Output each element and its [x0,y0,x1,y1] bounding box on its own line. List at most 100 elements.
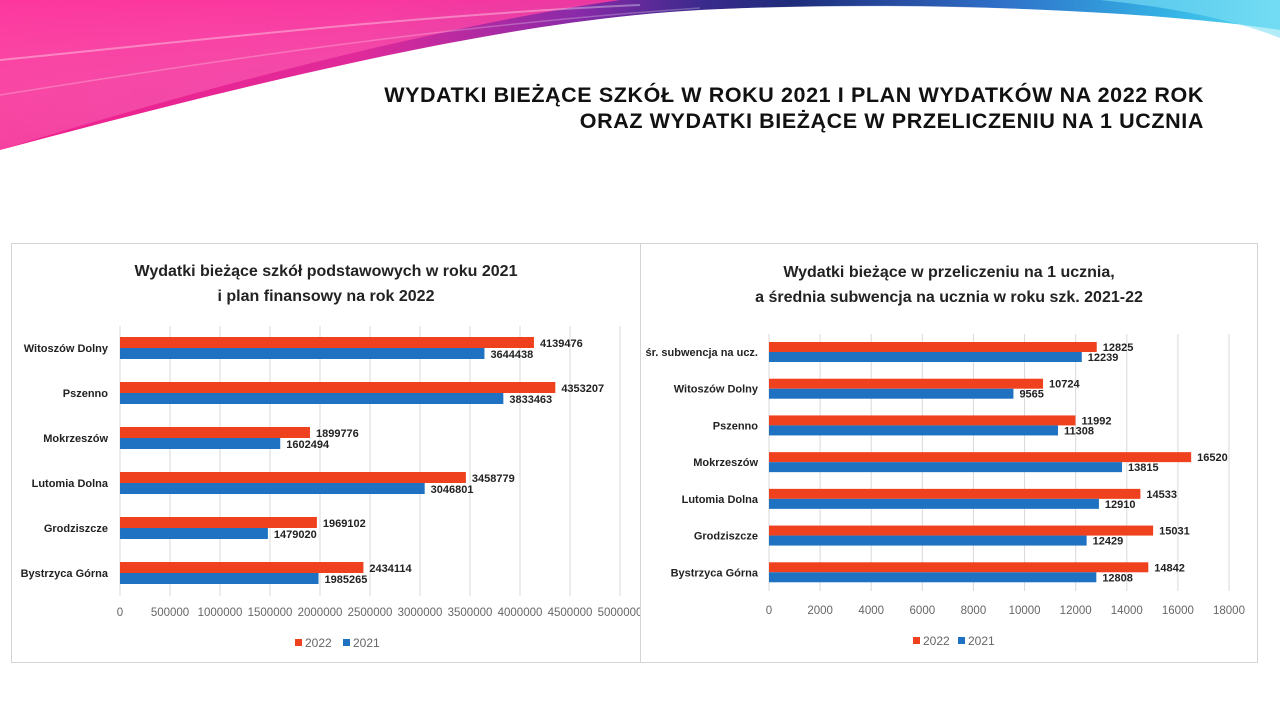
bar-2021-bystrzyca-g-rna [769,572,1097,583]
category-label: Lutomia Dolna [32,478,109,490]
category-label: Grodziszcze [44,523,108,535]
x-tick-label: 3500000 [448,607,493,619]
x-tick-label: 0 [117,607,123,619]
data-label: 14842 [1154,562,1185,574]
slide-title-line-2: ORAZ WYDATKI BIEŻĄCE W PRZELICZENIU NA 1… [579,109,1204,133]
right-chart-panel: Wydatki bieżące w przeliczeniu na 1 uczn… [640,243,1258,663]
category-label: śr. subwencja na ucz. [646,347,759,359]
data-label: 4353207 [561,383,604,395]
data-label: 1899776 [316,428,359,440]
legend-swatch-2022 [913,637,920,644]
bar-2022-pszenno [120,382,556,393]
data-label: 1602494 [286,439,330,451]
x-tick-label: 10000 [1009,605,1041,617]
bar-2021--r-subwencja-na-ucz- [769,352,1082,362]
category-label: Mokrzeszów [43,433,108,445]
bar-2022-bystrzyca-g-rna [120,562,364,573]
data-label: 3458779 [472,473,515,485]
x-tick-label: 6000 [910,605,936,617]
bar-2022-witosz-w-dolny [120,337,534,348]
slide-title: WYDATKI BIEŻĄCE SZKÓŁ W ROKU 2021 I PLAN… [384,82,1204,134]
bar-2022--r-subwencja-na-ucz- [769,342,1097,352]
left-chart-panel: Wydatki bieżące szkół podstawowych w rok… [11,243,642,663]
bar-2021-mokrzesz-w [769,462,1123,473]
data-label: 12429 [1093,536,1124,548]
bar-2022-lutomia-dolna [120,472,466,483]
right-chart-title-line-2: a średnia subwencja na ucznia w roku szk… [755,289,1143,306]
data-label: 3644438 [490,349,533,361]
category-label: Bystrzyca Górna [671,567,759,579]
right-bar-chart: 0 2000 4000 6000 8000 10000 12000 14000 16000 180… [646,334,1245,648]
legend-label-2022: 2022 [305,636,332,650]
bar-2021-pszenno [120,393,504,404]
left-bar-chart: 0 500000 1000000 1500000 2000000 2500000 30000… [21,326,642,650]
category-label: Mokrzeszów [693,457,758,469]
data-label: 12808 [1102,572,1133,584]
x-tick-label: 3000000 [398,607,443,619]
right-chart-title: Wydatki bieżące w przeliczeniu na 1 uczn… [641,260,1257,310]
bar-2022-bystrzyca-g-rna [769,562,1149,573]
decorative-swoosh-banner [0,0,1280,150]
x-tick-label: 2500000 [348,607,393,619]
bar-2021-lutomia-dolna [120,483,425,494]
bar-2022-lutomia-dolna [769,488,1141,499]
data-label: 3833463 [509,394,552,406]
left-chart-title-line-2: i plan finansowy na rok 2022 [217,288,435,305]
x-tick-label: 500000 [151,607,189,619]
left-chart-title: Wydatki bieżące szkół podstawowych w rok… [12,259,640,309]
data-label: 12825 [1103,342,1134,354]
x-tick-label: 4000000 [498,607,543,619]
bar-2021-mokrzesz-w [120,438,281,449]
data-label: 2434114 [369,563,412,575]
data-label: 16520 [1197,452,1228,464]
data-label: 9565 [1019,389,1043,401]
data-label: 1969102 [323,518,366,530]
bar-2022-grodziszcze [120,517,317,528]
x-tick-label: 0 [766,605,772,617]
x-tick-label: 1000000 [198,607,243,619]
bar-2022-grodziszcze [769,525,1154,536]
legend-label-2021: 2021 [353,636,380,650]
x-tick-label: 12000 [1060,605,1092,617]
category-label: Witoszów Dolny [674,384,759,396]
x-tick-label: 14000 [1111,605,1143,617]
legend-label-2022: 2022 [923,634,950,648]
bar-2022-witosz-w-dolny [769,378,1044,389]
category-label: Pszenno [63,388,109,400]
data-label: 1985265 [325,574,368,586]
x-tick-label: 2000000 [298,607,343,619]
legend-label-2021: 2021 [968,634,995,648]
bar-2021-grodziszcze [120,528,268,539]
data-label: 14533 [1146,489,1177,501]
category-label: Grodziszcze [694,531,758,543]
legend-swatch-2022 [295,639,302,646]
data-label: 4139476 [540,338,583,350]
slide-title-line-1: WYDATKI BIEŻĄCE SZKÓŁ W ROKU 2021 I PLAN… [384,83,1204,107]
x-tick-label: 18000 [1213,605,1245,617]
bar-2021-lutomia-dolna [769,498,1099,509]
data-label: 10724 [1049,379,1080,391]
left-chart-title-line-1: Wydatki bieżące szkół podstawowych w rok… [134,263,518,280]
x-tick-label: 8000 [961,605,987,617]
bar-2021-witosz-w-dolny [769,388,1014,399]
bar-2021-bystrzyca-g-rna [120,573,319,584]
category-label: Pszenno [713,420,759,432]
right-chart-title-line-1: Wydatki bieżące w przeliczeniu na 1 uczn… [783,264,1115,281]
bar-2022-pszenno [769,415,1076,426]
data-label: 13815 [1128,462,1159,474]
category-label: Lutomia Dolna [682,494,759,506]
x-tick-label: 4500000 [548,607,593,619]
x-tick-label: 4000 [858,605,884,617]
data-label: 15031 [1159,526,1190,538]
bar-2021-grodziszcze [769,535,1087,546]
data-label: 1479020 [274,529,317,541]
data-label: 3046801 [431,484,474,496]
data-label: 12910 [1105,499,1136,511]
bar-2022-mokrzesz-w [120,427,310,438]
category-label: Witoszów Dolny [24,343,109,355]
x-tick-label: 5000000 [598,607,642,619]
bar-2022-mokrzesz-w [769,452,1192,463]
x-tick-label: 2000 [807,605,833,617]
legend-swatch-2021 [343,639,350,646]
x-tick-label: 1500000 [248,607,293,619]
